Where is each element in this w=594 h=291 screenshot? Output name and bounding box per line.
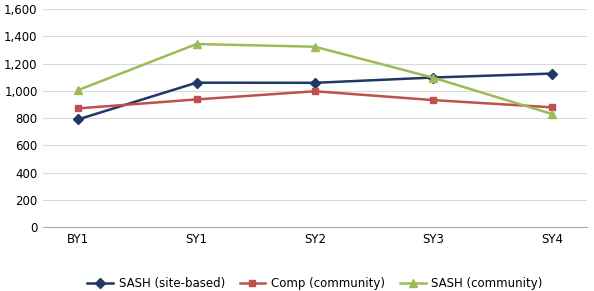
Legend: SASH (site-based), Comp (community), SASH (community): SASH (site-based), Comp (community), SAS… <box>83 272 548 291</box>
SASH (site-based) <box>548 72 555 75</box>
SASH (community) <box>430 76 437 79</box>
Comp (community) <box>548 106 555 109</box>
Line: SASH (community): SASH (community) <box>74 40 556 118</box>
SASH (community) <box>193 42 200 46</box>
SASH (site-based) <box>74 118 81 121</box>
Line: SASH (site-based): SASH (site-based) <box>75 70 555 123</box>
Comp (community) <box>430 98 437 102</box>
SASH (site-based) <box>193 81 200 84</box>
SASH (community) <box>311 45 318 49</box>
Comp (community) <box>193 98 200 101</box>
Line: Comp (community): Comp (community) <box>75 88 555 112</box>
SASH (community) <box>548 112 555 116</box>
Comp (community) <box>74 107 81 110</box>
SASH (site-based) <box>311 81 318 85</box>
Comp (community) <box>311 90 318 93</box>
SASH (community) <box>74 88 81 92</box>
SASH (site-based) <box>430 76 437 79</box>
